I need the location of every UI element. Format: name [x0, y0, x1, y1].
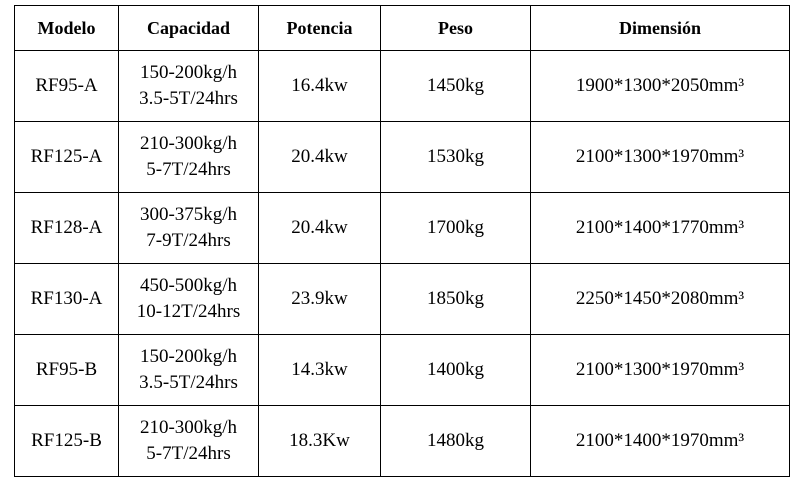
table-cell: 300-375kg/h 7-9T/24hrs: [118, 192, 259, 264]
spec-table: Modelo Capacidad Potencia Peso Dimensión RF9…: [14, 5, 790, 477]
table-cell: 2100*1300*1970mm³: [530, 121, 790, 193]
table-cell: 20.4kw: [258, 121, 381, 193]
cell-line: 300-375kg/h: [139, 204, 238, 225]
table-cell: RF95-B: [14, 334, 119, 406]
header-cell: Peso: [380, 5, 531, 51]
table-cell: 16.4kw: [258, 50, 381, 122]
header-row: Modelo Capacidad Potencia Peso Dimensión: [14, 5, 790, 51]
header-cell: Dimensión: [530, 5, 790, 51]
table-cell: 1700kg: [380, 192, 531, 264]
table-cell: 1530kg: [380, 121, 531, 193]
table-row: RF125-B 210-300kg/h 5-7T/24hrs 18.3Kw 1480kg…: [14, 405, 790, 477]
table-cell: RF125-A: [14, 121, 119, 193]
table-cell: 1900*1300*2050mm³: [530, 50, 790, 122]
table-cell: RF128-A: [14, 192, 119, 264]
table-cell: 450-500kg/h 10-12T/24hrs: [118, 263, 259, 335]
cell-line: 210-300kg/h: [139, 133, 238, 154]
table-cell: 210-300kg/h 5-7T/24hrs: [118, 121, 259, 193]
table-cell: RF130-A: [14, 263, 119, 335]
table-cell: 210-300kg/h 5-7T/24hrs: [118, 405, 259, 477]
table-row: RF130-A 450-500kg/h 10-12T/24hrs 23.9kw 1850…: [14, 263, 790, 335]
cell-line: 7-9T/24hrs: [146, 230, 231, 251]
table-cell: 2100*1300*1970mm³: [530, 334, 790, 406]
table-cell: RF95-A: [14, 50, 119, 122]
table-cell: 150-200kg/h 3.5-5T/24hrs: [118, 50, 259, 122]
table-cell: 1450kg: [380, 50, 531, 122]
cell-line: 10-12T/24hrs: [136, 301, 241, 322]
header-cell: Capacidad: [118, 5, 259, 51]
table-cell: 23.9kw: [258, 263, 381, 335]
header-cell: Potencia: [258, 5, 381, 51]
table-row: RF95-A 150-200kg/h 3.5-5T/24hrs 16.4kw 1450k…: [14, 50, 790, 122]
cell-line: 5-7T/24hrs: [146, 159, 231, 180]
table-cell: 1480kg: [380, 405, 531, 477]
table-body: RF95-A 150-200kg/h 3.5-5T/24hrs 16.4kw 1450k…: [14, 50, 790, 477]
table-cell: 20.4kw: [258, 192, 381, 264]
table-cell: 1850kg: [380, 263, 531, 335]
table-row: RF95-B 150-200kg/h 3.5-5T/24hrs 14.3kw 1400k…: [14, 334, 790, 406]
cell-line: 150-200kg/h: [139, 346, 238, 367]
cell-line: 5-7T/24hrs: [146, 443, 231, 464]
table-cell: 18.3Kw: [258, 405, 381, 477]
cell-line: 3.5-5T/24hrs: [139, 372, 238, 393]
table-cell: 14.3kw: [258, 334, 381, 406]
table-cell: 2250*1450*2080mm³: [530, 263, 790, 335]
cell-line: 450-500kg/h: [139, 275, 238, 296]
table-cell: 150-200kg/h 3.5-5T/24hrs: [118, 334, 259, 406]
cell-line: 210-300kg/h: [139, 417, 238, 438]
table-cell: 1400kg: [380, 334, 531, 406]
header-cell: Modelo: [14, 5, 119, 51]
table-row: RF125-A 210-300kg/h 5-7T/24hrs 20.4kw 1530kg…: [14, 121, 790, 193]
table-cell: RF125-B: [14, 405, 119, 477]
table-cell: 2100*1400*1970mm³: [530, 405, 790, 477]
cell-line: 150-200kg/h: [139, 62, 238, 83]
table-row: RF128-A 300-375kg/h 7-9T/24hrs 20.4kw 1700kg…: [14, 192, 790, 264]
cell-line: 3.5-5T/24hrs: [139, 88, 238, 109]
table-cell: 2100*1400*1770mm³: [530, 192, 790, 264]
